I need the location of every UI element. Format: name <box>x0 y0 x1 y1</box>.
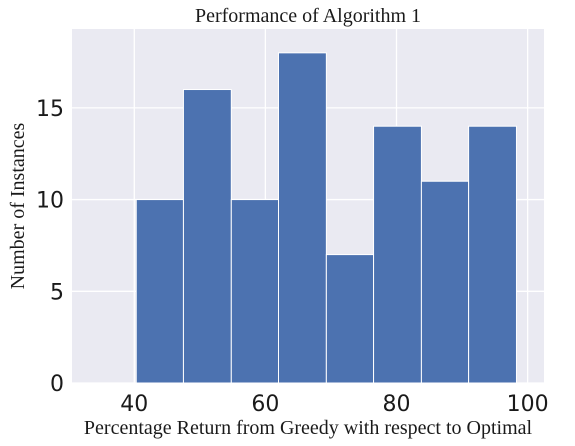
histogram-bar <box>325 254 375 384</box>
histogram-bar <box>420 180 470 384</box>
x-tick-label: 80 <box>383 392 411 417</box>
histogram-bar <box>230 199 280 384</box>
y-tick-label: 5 <box>50 280 64 305</box>
x-axis-label: Percentage Return from Greedy with respe… <box>84 417 533 439</box>
y-tick-label: 15 <box>36 97 64 122</box>
histogram-bar <box>373 125 422 384</box>
x-tick-label: 40 <box>120 392 148 417</box>
y-tick-label: 0 <box>50 372 64 397</box>
y-tick-labels: 0 5 10 15 <box>36 97 64 397</box>
x-tick-label: 100 <box>507 392 549 417</box>
x-tick-label: 60 <box>251 392 279 417</box>
histogram-bar <box>182 89 232 384</box>
chart-title: Performance of Algorithm 1 <box>195 5 421 27</box>
y-axis-label: Number of Instances <box>7 122 29 289</box>
histogram-bar <box>468 125 517 384</box>
y-tick-label: 10 <box>36 189 64 214</box>
histogram-bar <box>135 199 184 384</box>
histogram-bar <box>278 52 327 384</box>
x-tick-labels: 40 60 80 100 <box>120 392 548 417</box>
histogram-bars <box>135 52 517 384</box>
